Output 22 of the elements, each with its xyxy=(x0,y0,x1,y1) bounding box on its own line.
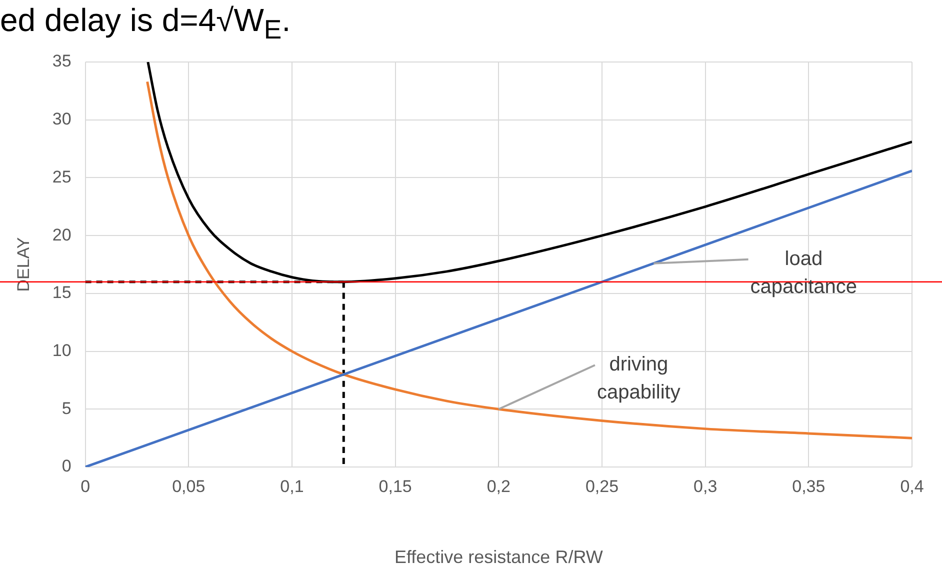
y-tick-label: 15 xyxy=(52,283,72,302)
x-tick-label: 0,25 xyxy=(585,476,619,496)
x-tick-label: 0,3 xyxy=(694,476,718,496)
x-tick-label: 0,05 xyxy=(172,476,206,496)
y-tick-label: 0 xyxy=(62,456,72,476)
x-tick-label: 0,15 xyxy=(378,476,412,496)
y-tick-label: 10 xyxy=(52,340,72,360)
x-tick-label: 0,2 xyxy=(486,476,510,496)
x-tick-label: 0,4 xyxy=(900,476,924,496)
x-tick-label: 0 xyxy=(80,476,90,496)
annotation: load capacitance xyxy=(750,248,858,298)
y-tick-label: 20 xyxy=(52,225,72,244)
chart-title: ed delay is d=4√W$_{E}$. xyxy=(0,2,291,46)
x-axis-title: Effective resistance R/RW xyxy=(394,547,603,568)
y-tick-label: 25 xyxy=(52,167,72,186)
annotation: driving capability xyxy=(596,354,680,404)
x-tick-label: 0,35 xyxy=(792,476,826,496)
y-axis-title: DELAY xyxy=(14,237,33,292)
y-tick-label: 5 xyxy=(62,398,72,418)
y-tick-label: 30 xyxy=(52,110,72,129)
x-tick-label: 0,1 xyxy=(280,476,304,496)
y-tick-label: 35 xyxy=(52,52,72,71)
